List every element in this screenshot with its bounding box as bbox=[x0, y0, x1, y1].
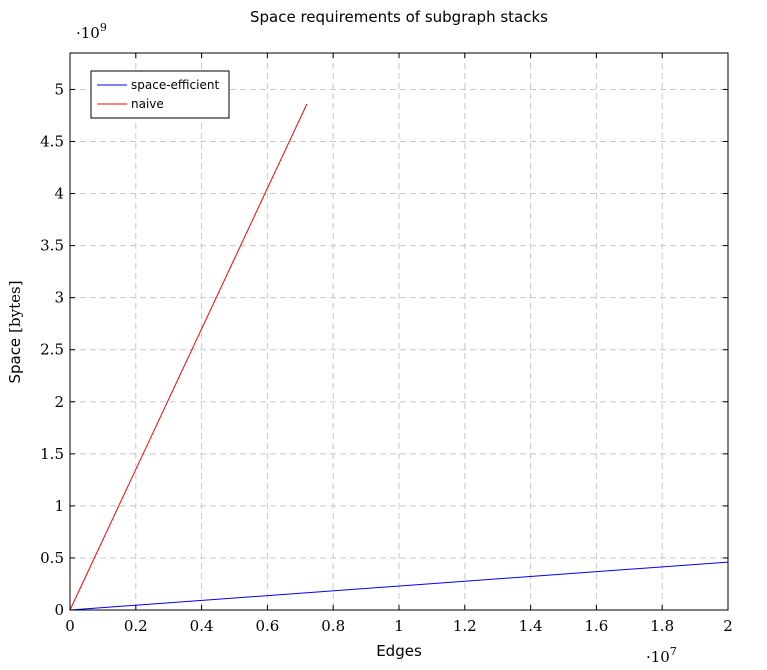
y-tick-label: 1.5 bbox=[40, 445, 64, 463]
y-tick-label: 0.5 bbox=[40, 549, 64, 567]
legend-label-space-efficient: space-efficient bbox=[131, 78, 219, 92]
y-axis-label-text: Space bbox=[6, 338, 24, 384]
series-line-space-efficient bbox=[69, 561, 729, 611]
y-tick-label: 4 bbox=[54, 185, 64, 203]
x-axis-multiplier: ·107 bbox=[646, 645, 677, 666]
x-tick-label: 0.8 bbox=[321, 617, 345, 635]
y-multiplier-exponent: 9 bbox=[100, 21, 107, 34]
legend-box bbox=[90, 70, 230, 119]
y-multiplier-base: ·10 bbox=[76, 24, 100, 42]
grid bbox=[70, 53, 728, 610]
x-tick-label: 0.4 bbox=[190, 617, 214, 635]
x-tick-label: 1.6 bbox=[584, 617, 608, 635]
x-tick-label: 0.2 bbox=[124, 617, 148, 635]
x-tick-label: 0 bbox=[65, 617, 75, 635]
x-axis-label: Edges bbox=[376, 642, 422, 660]
y-tick-label: 0 bbox=[54, 601, 64, 619]
y-tick-label: 5 bbox=[54, 80, 64, 98]
series-lines bbox=[69, 103, 729, 611]
x-tick-label: 1.4 bbox=[519, 617, 543, 635]
x-tick-label: 1.8 bbox=[650, 617, 674, 635]
axis-ticks: 0 0.2 0.4 0.6 0.8 1 1.2 1.4 1.6 1.8 2 0 0.5 1 1.5 2 2.5 3… bbox=[40, 53, 733, 635]
series-line-naive bbox=[69, 103, 308, 611]
x-multiplier-base: ·10 bbox=[646, 648, 670, 666]
y-axis-label: Space [bytes] bbox=[6, 280, 24, 383]
x-multiplier-exponent: 7 bbox=[670, 645, 677, 658]
y-tick-label: 1 bbox=[54, 497, 64, 515]
y-tick-label: 2.5 bbox=[40, 341, 64, 359]
chart-title: Space requirements of subgraph stacks bbox=[250, 8, 548, 26]
x-tick-label: 2 bbox=[723, 617, 733, 635]
y-tick-label: 2 bbox=[54, 393, 64, 411]
y-tick-label: 3.5 bbox=[40, 237, 64, 255]
legend-label-naive: naive bbox=[131, 97, 164, 111]
y-tick-label: 4.5 bbox=[40, 132, 64, 150]
y-tick-label: 3 bbox=[54, 289, 64, 307]
x-tick-label: 1.2 bbox=[453, 617, 477, 635]
x-tick-label: 0.6 bbox=[255, 617, 279, 635]
y-axis-multiplier: ·109 bbox=[76, 21, 107, 42]
y-axis-label-unit: [bytes] bbox=[6, 280, 24, 332]
x-tick-label: 1 bbox=[394, 617, 404, 635]
legend: space-efficient naive bbox=[90, 70, 230, 119]
